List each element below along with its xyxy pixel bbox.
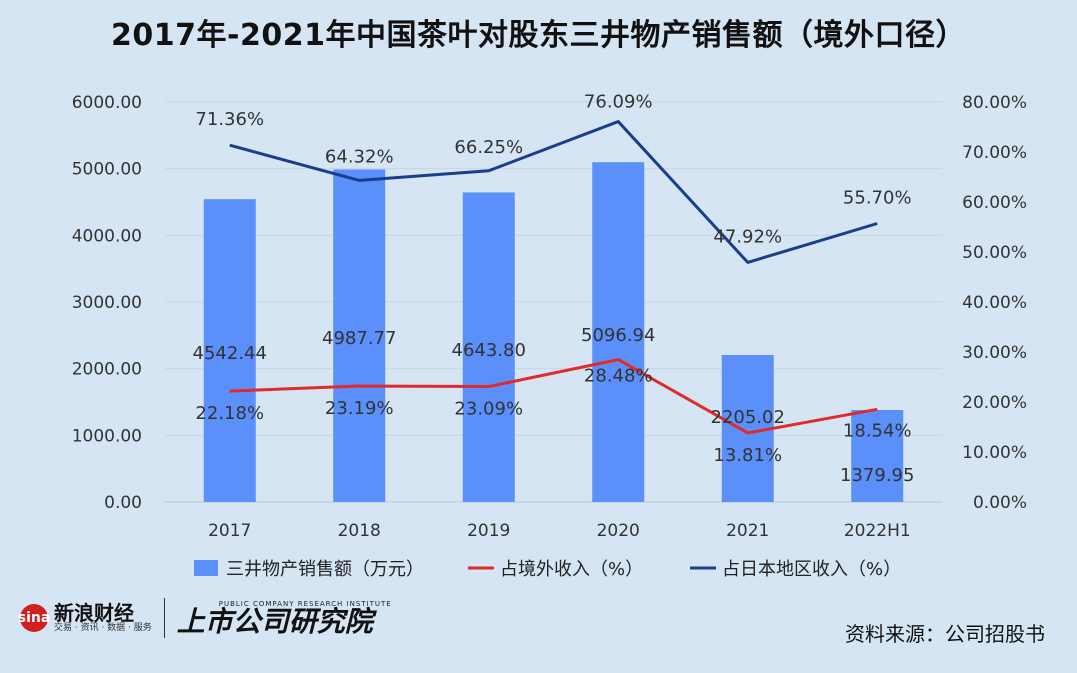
overseas-share-label: 18.54% (843, 420, 912, 441)
x-axis-tick-label: 2021 (726, 521, 769, 541)
bar (333, 169, 386, 502)
research-institute-name: 上市公司研究院 (176, 604, 373, 638)
research-institute-logo: PUBLIC COMPANY RESEARCH INSTITUTE 上市公司研究… (176, 599, 392, 638)
left-axis-tick-label: 4000.00 (72, 226, 142, 246)
sina-finance-logo: sina 新浪财经 交易 · 资讯 · 数据 · 服务 (18, 600, 152, 633)
sina-eye-icon: sina (18, 604, 50, 632)
japan-share-label: 76.09% (584, 92, 653, 113)
left-axis-tick-label: 0.00 (104, 493, 142, 513)
bar (462, 192, 515, 502)
right-axis-tick-label: 80.00% (962, 93, 1027, 113)
sina-finance-name: 新浪财经 (54, 600, 134, 625)
left-axis-tick-label: 2000.00 (72, 360, 142, 380)
right-axis-tick-label: 60.00% (962, 193, 1027, 213)
bar (592, 162, 645, 503)
right-axis-tick-label: 20.00% (962, 393, 1027, 413)
left-axis-tick-label: 1000.00 (72, 426, 142, 446)
left-axis-tick-label: 3000.00 (72, 293, 142, 313)
bar-data-label: 2205.02 (711, 407, 785, 428)
bar-data-label: 1379.95 (840, 465, 914, 486)
overseas-share-label: 28.48% (584, 366, 653, 387)
legend-label: 三井物产销售额（万元） (226, 559, 424, 580)
overseas-share-label: 23.19% (325, 398, 394, 419)
bar (851, 410, 904, 502)
sina-finance-tagline: 交易 · 资讯 · 数据 · 服务 (54, 622, 152, 633)
research-institute-english: PUBLIC COMPANY RESEARCH INSTITUTE (218, 599, 392, 608)
japan-share-label: 64.32% (325, 146, 394, 167)
right-axis-tick-label: 30.00% (962, 343, 1027, 363)
overseas-share-label: 23.09% (454, 399, 523, 420)
footer-divider (163, 598, 165, 638)
series-line (229, 358, 878, 435)
japan-share-label: 55.70% (843, 188, 912, 209)
legend-swatch-bar (194, 560, 218, 576)
right-axis-tick-label: 70.00% (962, 143, 1027, 163)
left-axis-tick-label: 6000.00 (72, 93, 142, 113)
x-axis-tick-label: 2020 (597, 521, 640, 541)
japan-share-label: 47.92% (713, 226, 782, 247)
bar-data-label: 5096.94 (581, 325, 655, 346)
japan-share-label: 66.25% (454, 137, 523, 158)
bar (203, 199, 256, 503)
legend-label: 占日本地区收入（%） (722, 559, 901, 580)
right-axis-tick-label: 0.00% (973, 493, 1027, 513)
x-axis-tick-label: 2017 (208, 521, 251, 541)
x-axis-tick-label: 2018 (338, 521, 381, 541)
chart-title: 2017年-2021年中国茶叶对股东三井物产销售额（境外口径） (111, 18, 966, 53)
right-axis-tick-label: 10.00% (962, 443, 1027, 463)
x-axis-tick-label: 2019 (467, 521, 510, 541)
legend-label: 占境外收入（%） (500, 559, 643, 580)
bar-data-label: 4987.77 (322, 328, 396, 349)
japan-share-label: 71.36% (195, 109, 264, 130)
series-line (229, 120, 878, 264)
left-axis-tick-label: 5000.00 (72, 160, 142, 180)
x-axis-tick-label: 2022H1 (844, 521, 911, 541)
overseas-share-label: 13.81% (713, 445, 782, 466)
right-axis-tick-label: 40.00% (962, 293, 1027, 313)
sina-finance-wordmark: 新浪财经 交易 · 资讯 · 数据 · 服务 (54, 600, 152, 633)
brand-footer: sina 新浪财经 交易 · 资讯 · 数据 · 服务 PUBLIC COMPA… (18, 598, 392, 638)
bar-data-label: 4542.44 (193, 343, 267, 364)
overseas-share-label: 22.18% (195, 403, 264, 424)
right-axis-tick-label: 50.00% (962, 243, 1027, 263)
data-source: 资料来源：公司招股书 (845, 622, 1045, 646)
bar-data-label: 4643.80 (452, 340, 526, 361)
